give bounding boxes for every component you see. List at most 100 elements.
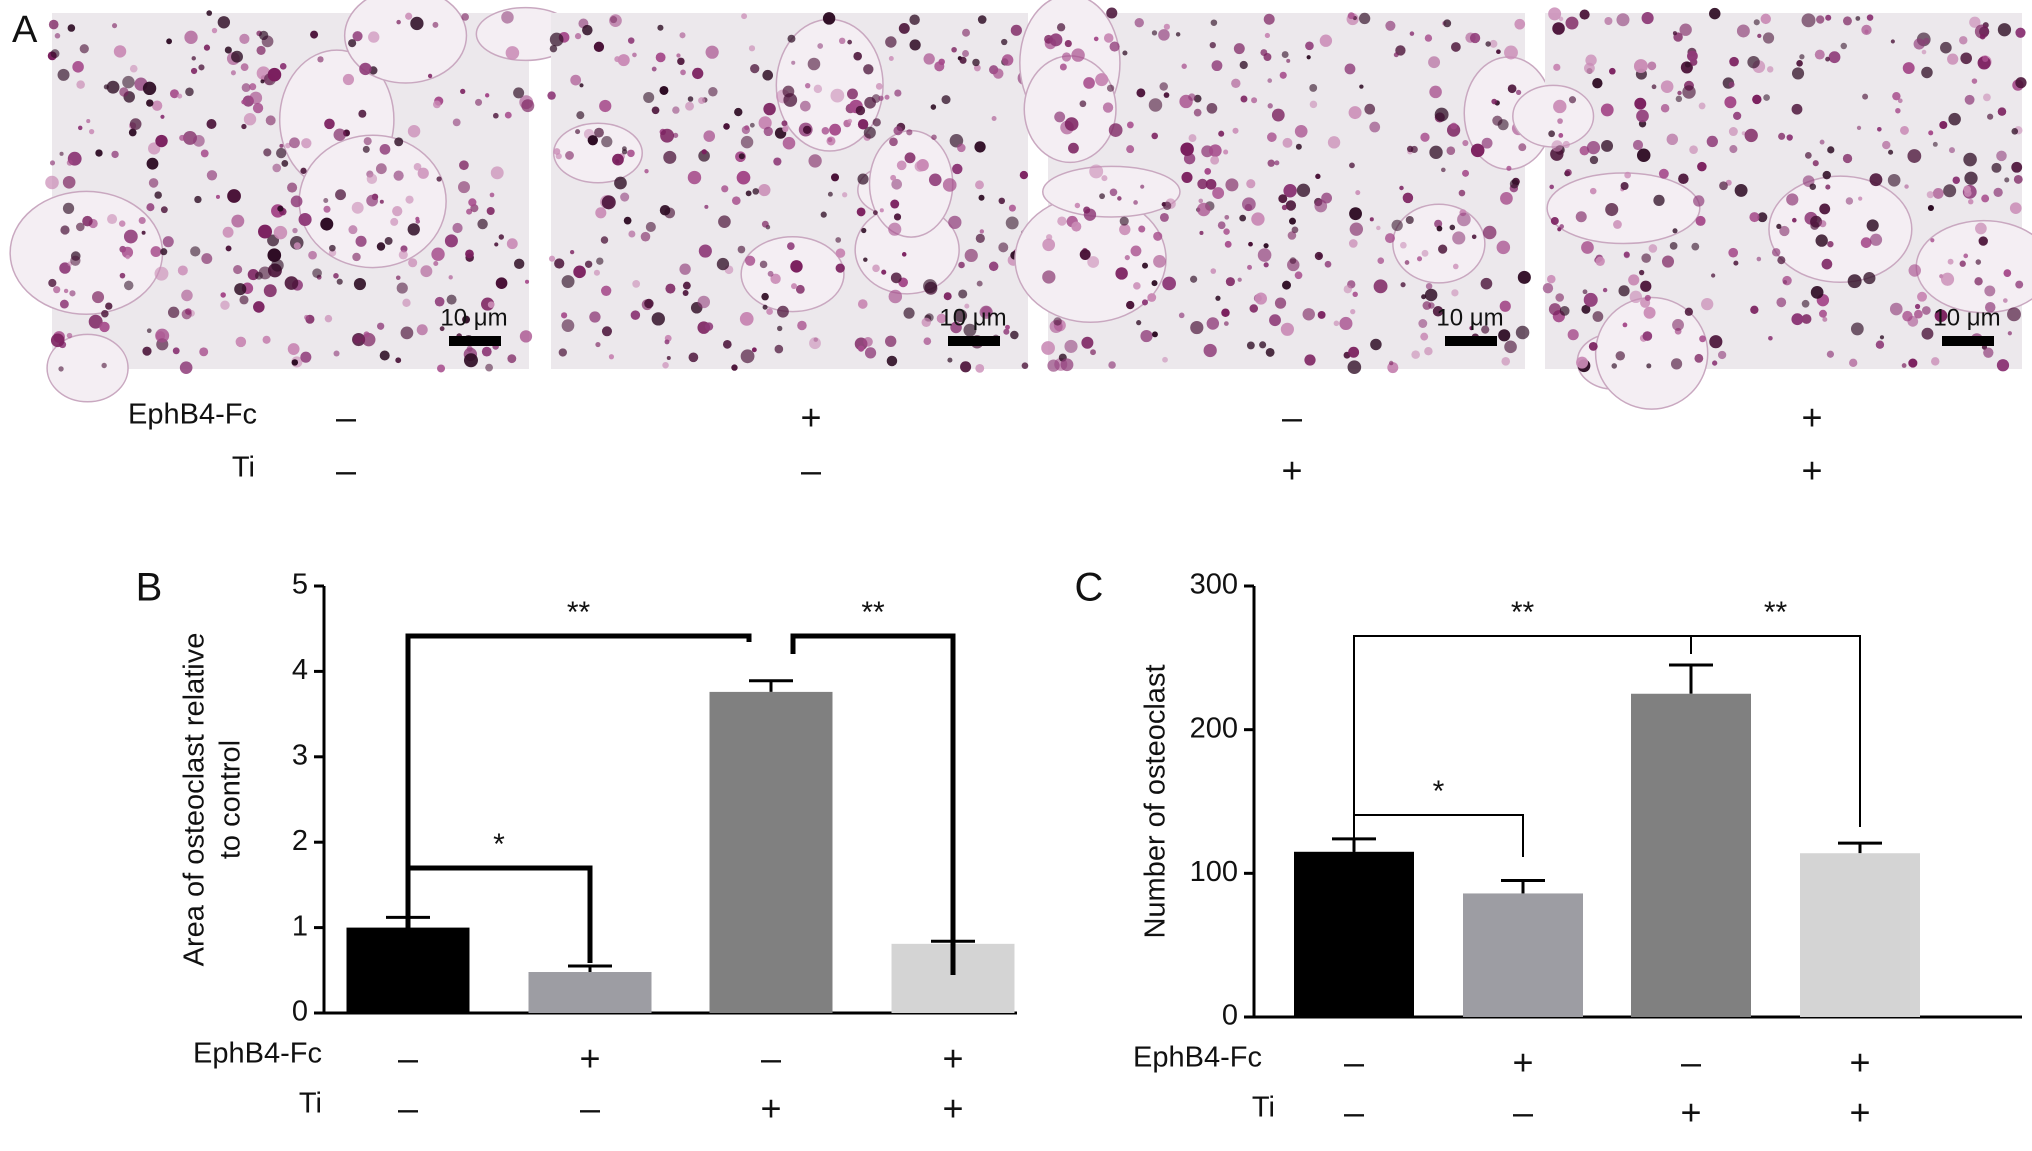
cell (740, 135, 754, 149)
cell (190, 67, 198, 75)
cell-outline (46, 333, 129, 403)
cell (1661, 255, 1675, 268)
cell (1348, 346, 1360, 358)
cell (1452, 263, 1459, 270)
cell (741, 13, 748, 20)
cell (1983, 93, 1991, 102)
cell (1163, 92, 1170, 98)
cell (718, 215, 731, 228)
cell (548, 255, 556, 262)
cell (1914, 303, 1921, 310)
cell (1581, 241, 1594, 254)
cell (1691, 242, 1700, 251)
cell (928, 173, 942, 187)
bar (1463, 893, 1583, 1017)
cell (1660, 80, 1674, 93)
cell (1984, 301, 1996, 313)
cell (857, 345, 865, 352)
cell (1712, 360, 1718, 366)
cell (1409, 31, 1415, 36)
cell (958, 261, 965, 269)
cell (1147, 293, 1157, 302)
panel-label: A (12, 9, 38, 51)
cell (122, 75, 135, 89)
cell (1658, 168, 1669, 179)
cell (662, 361, 669, 369)
cell (1285, 200, 1297, 211)
cell (1771, 248, 1781, 257)
cell (1648, 244, 1658, 253)
cell (875, 83, 883, 90)
cell (1265, 347, 1275, 357)
cell (660, 128, 675, 143)
cell (1181, 63, 1187, 69)
cell (452, 222, 463, 234)
cell (206, 170, 218, 181)
cell (847, 39, 853, 45)
cell-outline (552, 122, 643, 184)
cell (437, 364, 446, 373)
cell (324, 118, 335, 130)
cell (1282, 280, 1291, 290)
significance-bracket (790, 633, 956, 975)
cell (1701, 297, 1714, 311)
cell (402, 298, 411, 308)
cell (808, 154, 822, 168)
cell (1428, 56, 1441, 69)
cell (304, 314, 310, 320)
cell (172, 347, 180, 355)
cell (931, 134, 937, 140)
cell (524, 279, 530, 284)
cell (1163, 23, 1170, 30)
cell (1289, 257, 1297, 264)
cell (199, 347, 209, 357)
cell (82, 215, 93, 227)
cell (1223, 321, 1229, 326)
cell (1842, 16, 1852, 26)
cell (1358, 12, 1371, 25)
cell (2003, 269, 2012, 277)
cell (323, 205, 331, 213)
cell (1350, 308, 1356, 315)
cell (1148, 98, 1163, 112)
cell (898, 22, 910, 34)
cell (1575, 211, 1587, 223)
cell (587, 135, 598, 146)
condition-sign: – (580, 1088, 600, 1129)
cell (1698, 102, 1706, 110)
cell (1496, 240, 1511, 255)
cell (1982, 55, 1989, 63)
cell (930, 104, 937, 110)
cell (704, 204, 709, 209)
cell (553, 148, 561, 155)
cell (1343, 285, 1352, 294)
cell (773, 157, 782, 166)
cell (893, 213, 902, 221)
cell (1622, 322, 1628, 328)
cell (298, 212, 312, 227)
condition-sign: + (579, 1038, 600, 1079)
cell-outline (9, 190, 164, 316)
cell (1693, 195, 1705, 207)
cell (1548, 130, 1555, 138)
cell (407, 223, 420, 236)
cell (1549, 184, 1554, 190)
cell (1151, 280, 1158, 287)
cell (708, 87, 718, 97)
cell (665, 283, 676, 294)
cell (889, 137, 898, 147)
cell (368, 31, 380, 43)
cell (916, 159, 929, 172)
cell (744, 125, 750, 131)
cell (1424, 34, 1433, 42)
cell (272, 163, 282, 173)
cell (1469, 32, 1481, 44)
cell (148, 178, 159, 188)
cell (260, 79, 265, 84)
cell (433, 100, 441, 109)
cell (179, 361, 193, 374)
cell (1369, 121, 1381, 133)
cell (1482, 225, 1497, 240)
cell-outline (1546, 172, 1701, 245)
bar (1800, 853, 1920, 1017)
